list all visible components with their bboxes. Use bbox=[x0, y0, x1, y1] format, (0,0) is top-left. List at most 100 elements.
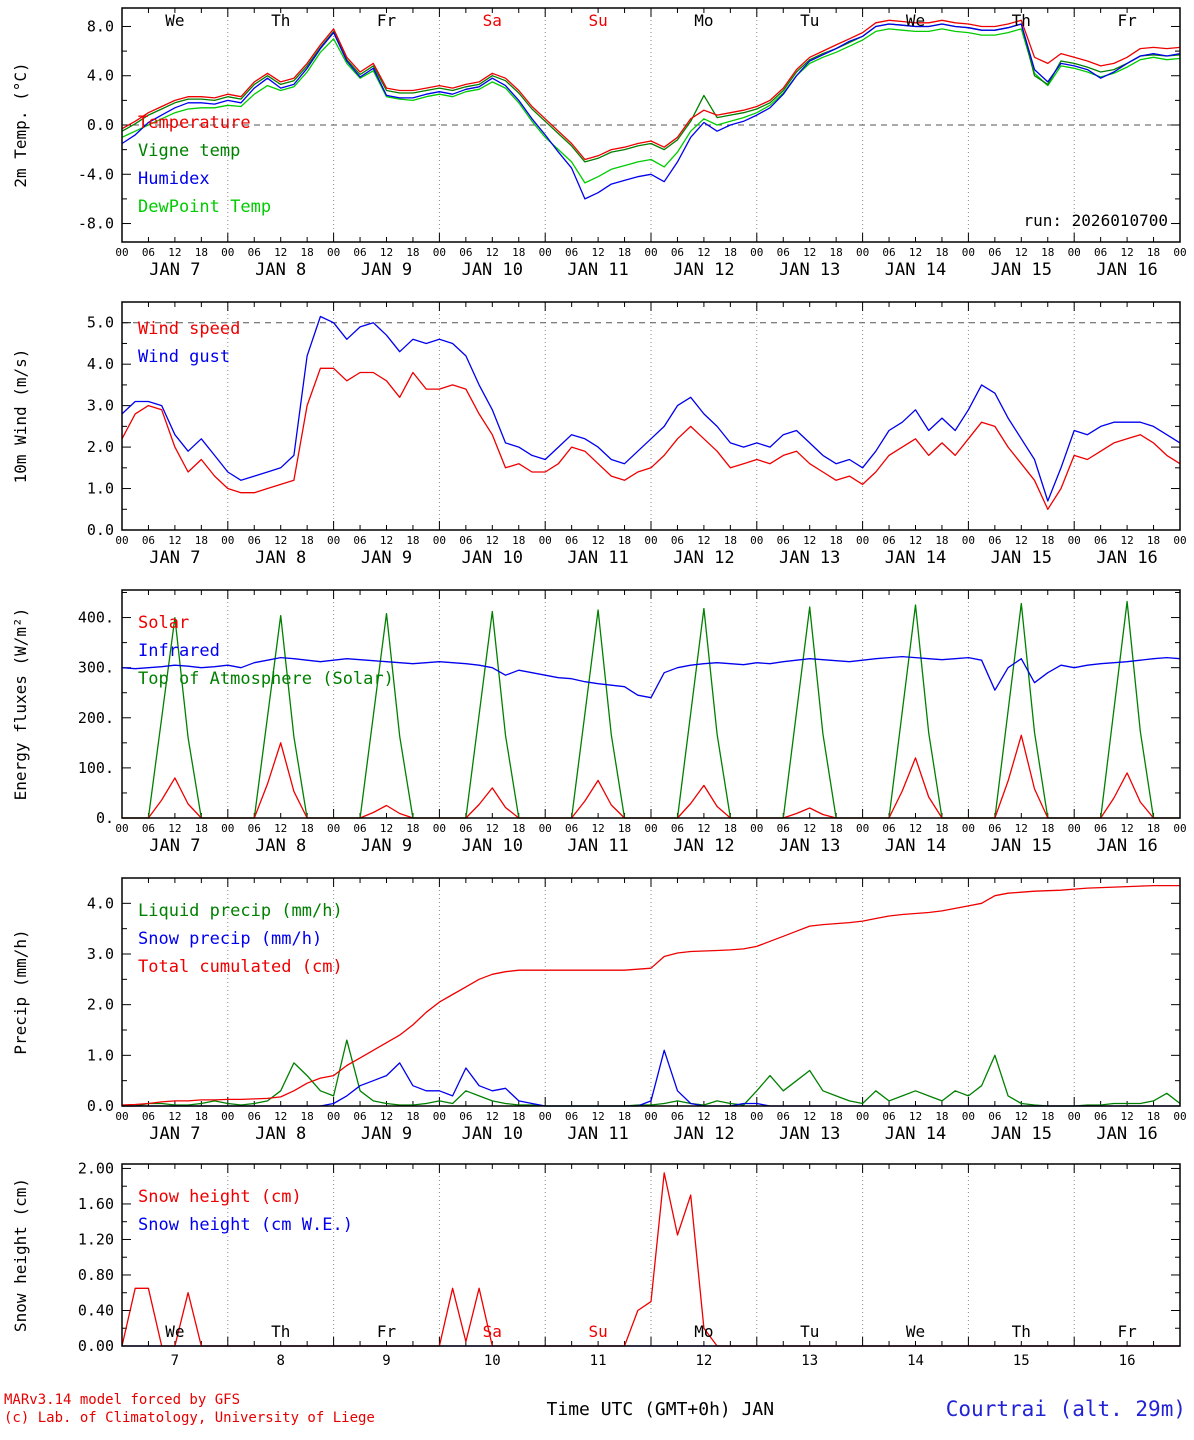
hour-label: 12 bbox=[1120, 246, 1133, 259]
hour-label: 00 bbox=[539, 1110, 552, 1123]
y-tick-label: 1.20 bbox=[78, 1230, 114, 1248]
legend-total-cumulated-cm-: Total cumulated (cm) bbox=[138, 957, 343, 977]
hour-label: 12 bbox=[697, 246, 710, 259]
legend-top-of-atmosphere-solar-: Top of Atmosphere (Solar) bbox=[138, 669, 394, 689]
hour-label: 00 bbox=[327, 822, 340, 835]
hour-label: 18 bbox=[1147, 822, 1160, 835]
y-tick-label: 100. bbox=[78, 759, 114, 777]
hour-label: 00 bbox=[856, 1110, 869, 1123]
hour-label: 00 bbox=[962, 534, 975, 547]
hour-label: 00 bbox=[962, 822, 975, 835]
y-tick-label: 4.0 bbox=[87, 67, 114, 85]
y-tick-label: 0. bbox=[96, 809, 114, 827]
hour-label: 00 bbox=[221, 822, 234, 835]
hour-label: 06 bbox=[565, 1110, 578, 1123]
hour-label: 06 bbox=[671, 1110, 684, 1123]
y-axis-title: Snow height (cm) bbox=[11, 1178, 30, 1332]
hour-label: 18 bbox=[830, 1110, 843, 1123]
plot-frame bbox=[121, 589, 1181, 819]
day-label: JAN 13 bbox=[779, 260, 840, 280]
hour-label: 06 bbox=[882, 246, 895, 259]
hour-label: 00 bbox=[1068, 1110, 1081, 1123]
infrared-line bbox=[121, 655, 1181, 699]
hour-label: 18 bbox=[724, 534, 737, 547]
y-tick-label: 1.0 bbox=[87, 1046, 114, 1064]
liquid-precip-line bbox=[122, 1039, 1181, 1107]
hour-label: 00 bbox=[433, 822, 446, 835]
hour-label: 18 bbox=[935, 246, 948, 259]
hour-label: 06 bbox=[565, 822, 578, 835]
hour-label: 12 bbox=[168, 822, 181, 835]
hour-label: 18 bbox=[512, 246, 525, 259]
y-axis-title: 2m Temp. (°C) bbox=[11, 62, 30, 187]
y-tick-label: 0.0 bbox=[87, 521, 114, 539]
day-number: 9 bbox=[382, 1353, 390, 1369]
hour-label: 18 bbox=[301, 246, 314, 259]
day-number: 16 bbox=[1119, 1353, 1136, 1369]
snow-height-chart: 0.00 0.40 0.80 1.20 1.60 2.00 7 We 8 Th 9 Fr 10 Sa 11 S… bbox=[11, 1159, 1181, 1369]
hour-label: 06 bbox=[882, 534, 895, 547]
dewpoint-temp-line bbox=[121, 28, 1181, 184]
y-axis-title: Energy fluxes (W/m²) bbox=[11, 608, 30, 801]
y-tick-label: 2.00 bbox=[78, 1159, 114, 1177]
hour-label: 12 bbox=[168, 534, 181, 547]
wind-gust-line bbox=[121, 315, 1181, 502]
hour-label: 06 bbox=[353, 822, 366, 835]
hour-label: 00 bbox=[644, 246, 657, 259]
hour-label: 12 bbox=[1015, 822, 1028, 835]
panel-energy-fluxes: 0. 100. 200. 300. 400. 00 06 12 18 00 06 12 18 00 06 12… bbox=[0, 580, 1194, 868]
day-label: JAN 11 bbox=[567, 836, 628, 856]
dow-label: Fr bbox=[377, 1322, 397, 1341]
legend-humidex: Humidex bbox=[138, 169, 210, 189]
hour-label: 06 bbox=[1094, 1110, 1107, 1123]
hour-label: 00 bbox=[962, 1110, 975, 1123]
hour-label: 00 bbox=[856, 246, 869, 259]
hour-label: 12 bbox=[803, 246, 816, 259]
y-tick-label: 1.0 bbox=[87, 480, 114, 498]
day-label: JAN 10 bbox=[462, 836, 523, 856]
plot-frame bbox=[121, 7, 1181, 243]
legend-snow-height-cm-w-e-: Snow height (cm W.E.) bbox=[138, 1215, 353, 1235]
hour-label: 00 bbox=[1068, 246, 1081, 259]
hour-label: 18 bbox=[724, 246, 737, 259]
hour-label: 12 bbox=[803, 534, 816, 547]
hour-label: 06 bbox=[353, 246, 366, 259]
hour-label: 00 bbox=[327, 1110, 340, 1123]
hour-label: 18 bbox=[830, 246, 843, 259]
y-tick-label: 0.80 bbox=[78, 1266, 114, 1284]
day-label: JAN 11 bbox=[567, 548, 628, 568]
hour-label: 18 bbox=[618, 534, 631, 547]
hour-label: 00 bbox=[115, 822, 128, 835]
day-label: JAN 12 bbox=[673, 260, 734, 280]
hour-label: 06 bbox=[882, 1110, 895, 1123]
y-tick-label: 4.0 bbox=[87, 355, 114, 373]
hour-label: 06 bbox=[248, 534, 261, 547]
hour-label: 18 bbox=[301, 1110, 314, 1123]
legend-liquid-precip-mm-h-: Liquid precip (mm/h) bbox=[138, 901, 343, 921]
hour-label: 06 bbox=[459, 246, 472, 259]
hour-label: 18 bbox=[1147, 534, 1160, 547]
hour-label: 18 bbox=[1041, 534, 1054, 547]
hour-label: 18 bbox=[406, 1110, 419, 1123]
hour-label: 06 bbox=[777, 822, 790, 835]
dow-label: We bbox=[906, 11, 925, 30]
hour-label: 06 bbox=[988, 1110, 1001, 1123]
day-label: JAN 9 bbox=[361, 260, 412, 280]
hour-label: 18 bbox=[935, 822, 948, 835]
hour-label: 18 bbox=[1041, 822, 1054, 835]
plot-frame bbox=[121, 1163, 1181, 1347]
day-label: JAN 14 bbox=[885, 548, 946, 568]
hour-label: 12 bbox=[486, 534, 499, 547]
hour-label: 06 bbox=[248, 1110, 261, 1123]
hour-label: 00 bbox=[539, 822, 552, 835]
hour-label: 00 bbox=[750, 1110, 763, 1123]
hour-label: 18 bbox=[406, 822, 419, 835]
hour-label: 06 bbox=[882, 822, 895, 835]
hour-label: 06 bbox=[777, 246, 790, 259]
hour-label: 18 bbox=[406, 246, 419, 259]
hour-label: 12 bbox=[697, 822, 710, 835]
hour-label: 18 bbox=[1041, 246, 1054, 259]
hour-label: 12 bbox=[591, 534, 604, 547]
hour-label: 18 bbox=[195, 534, 208, 547]
